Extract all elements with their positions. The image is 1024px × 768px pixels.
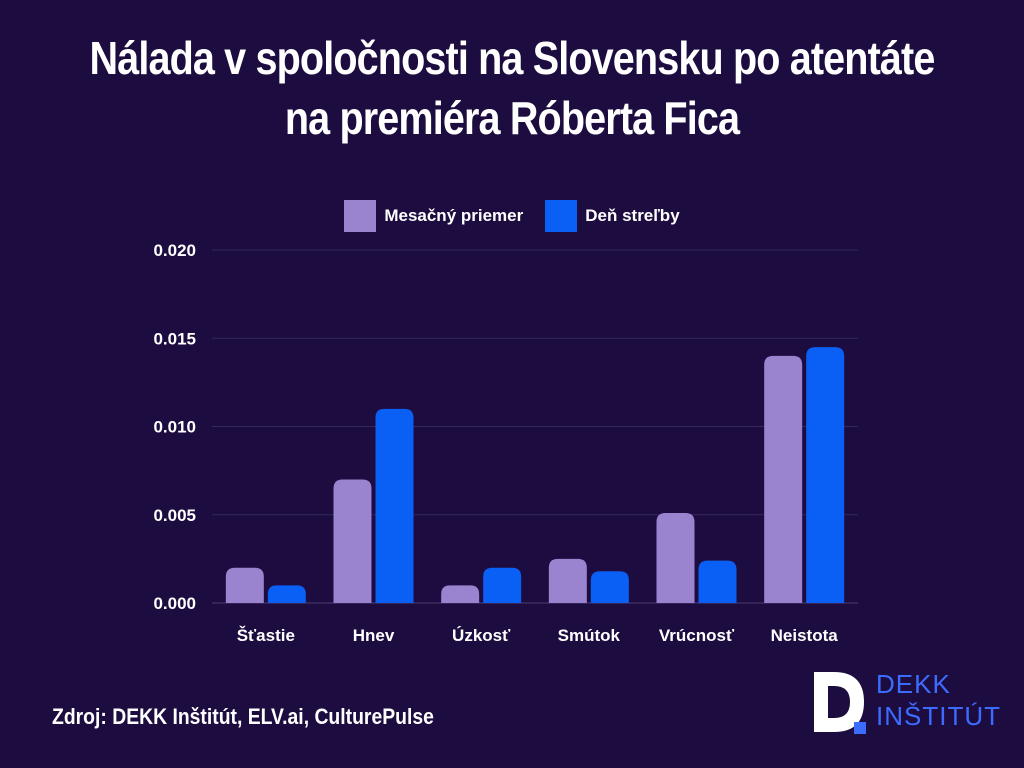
bar-mesacny-priemer xyxy=(656,512,695,603)
y-tick-label: 0.005 xyxy=(153,506,196,525)
bar-mesacny-priemer xyxy=(764,355,803,603)
bar-mesacny-priemer xyxy=(225,567,264,603)
chart-title-line1: Nálada v spoločnosti na Slovensku po ate… xyxy=(89,32,935,84)
y-tick-label: 0.010 xyxy=(153,418,196,437)
x-tick-label: Hnev xyxy=(353,626,395,645)
chart-title-line2: na premiéra Róberta Fica xyxy=(284,92,740,144)
x-tick-label: Úzkosť xyxy=(452,626,511,645)
x-tick-label: Neistota xyxy=(771,626,839,645)
y-tick-label: 0.020 xyxy=(153,241,196,260)
logo-text-line1: DEKK xyxy=(876,669,951,699)
legend-swatch-series1 xyxy=(344,200,377,232)
logo-text-line2: INŠTITÚT xyxy=(876,701,1001,731)
legend-swatch-series2 xyxy=(545,200,578,232)
bar-mesacny-priemer xyxy=(548,558,587,603)
legend-label-series2: Deň streľby xyxy=(585,206,680,225)
dekk-logo: DEKK INŠTITÚT xyxy=(812,666,1000,746)
legend-item-series1: Mesačný priemer xyxy=(344,200,523,232)
bar-den-strelby xyxy=(267,585,306,603)
bar-den-strelby xyxy=(483,567,522,603)
source-note: Zdroj: DEKK Inštitút, ELV.ai, CulturePul… xyxy=(52,704,434,729)
dekk-d-icon xyxy=(814,672,866,734)
bar-den-strelby xyxy=(375,408,414,603)
y-tick-label: 0.015 xyxy=(153,329,196,348)
bar-den-strelby xyxy=(698,560,737,603)
x-tick-label: Vrúcnosť xyxy=(659,626,735,645)
bar-mesacny-priemer xyxy=(333,479,372,603)
bar-den-strelby xyxy=(590,571,629,603)
bar-den-strelby xyxy=(806,347,845,603)
legend-item-series2: Deň streľby xyxy=(545,200,680,232)
y-tick-label: 0.000 xyxy=(153,594,196,613)
chart-title: Nálada v spoločnosti na Slovensku po ate… xyxy=(72,28,953,148)
chart-legend: Mesačný priemer Deň streľby xyxy=(0,200,1024,232)
x-tick-label: Smútok xyxy=(558,626,621,645)
bar-mesacny-priemer xyxy=(441,585,480,603)
x-tick-label: Šťastie xyxy=(237,626,295,645)
bar-chart: 0.000 0.005 0.010 0.015 0.020 Šťastie Hnev Úzko… xyxy=(153,241,858,645)
legend-label-series1: Mesačný priemer xyxy=(384,206,524,225)
